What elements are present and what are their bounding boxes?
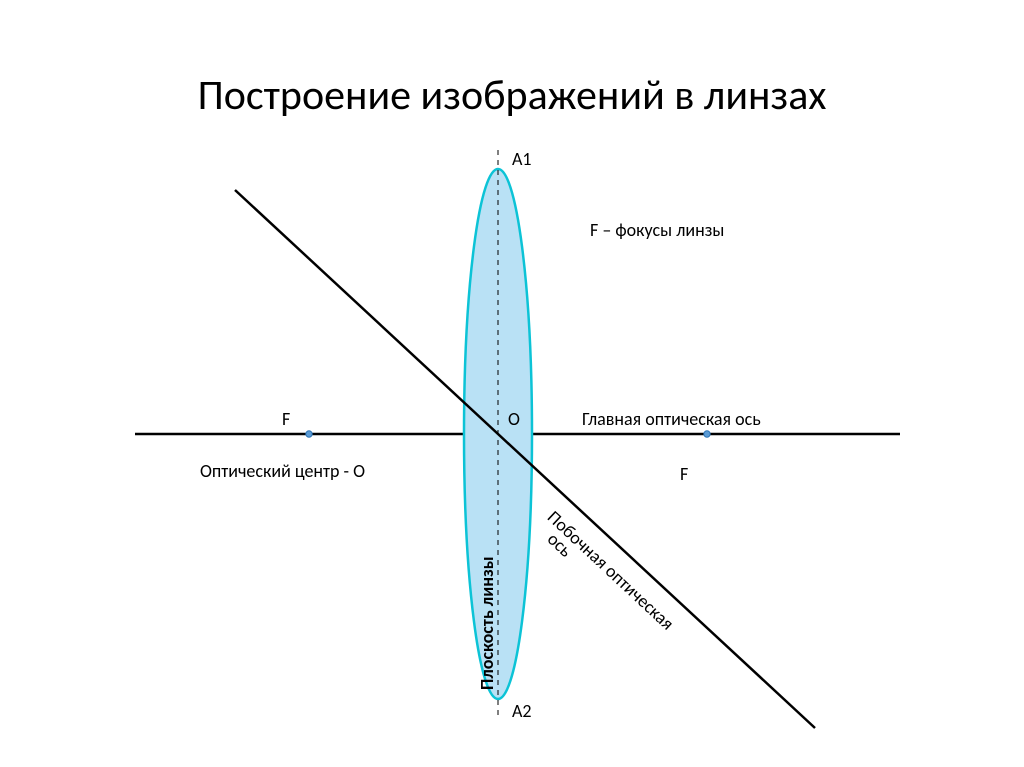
label-lens-plane: Плоскость линзы <box>476 556 498 690</box>
label-a2-main: А <box>512 700 522 722</box>
label-a1-sub: 1 <box>522 148 531 170</box>
focal-point-left <box>306 431 312 437</box>
label-optical-center: Оптический центр - О <box>200 460 365 482</box>
label-a1: А1 <box>512 148 532 170</box>
label-o: O <box>508 408 520 430</box>
label-principal-axis: Главная оптическая ось <box>582 408 761 430</box>
label-a2-sub: 2 <box>522 700 531 722</box>
label-a1-main: А <box>512 148 522 170</box>
label-f-right: F <box>680 463 688 485</box>
label-a2: А2 <box>512 700 532 722</box>
focal-point-right <box>704 431 710 437</box>
lens-diagram <box>0 0 1024 767</box>
label-focal-note: F – фокусы линзы <box>590 219 724 241</box>
label-f-left: F <box>282 408 290 430</box>
